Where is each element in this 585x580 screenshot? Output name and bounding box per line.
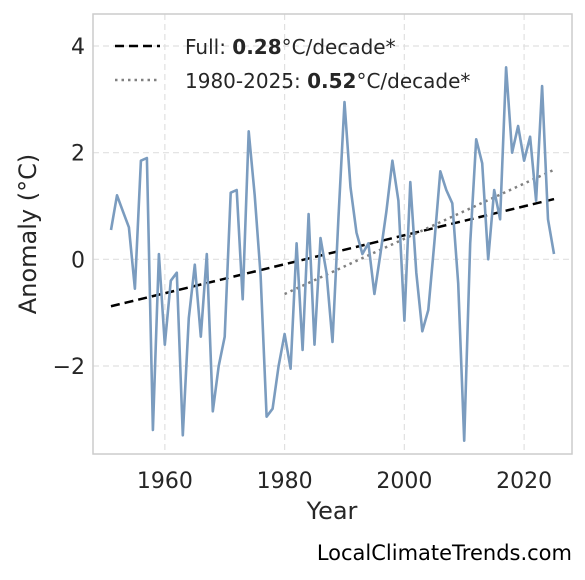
x-axis-label: Year [306,497,358,525]
y-tick-label: 2 [71,142,85,167]
x-tick-label: 1980 [257,469,313,494]
trend-line-recent [284,168,555,296]
legend: Full: 0.28°C/decade* 1980-2025: 0.52°C/d… [115,35,470,93]
legend-label-recent: 1980-2025: 0.52°C/decade* [185,69,470,93]
plot-frame [92,13,573,455]
trend-lines [110,168,555,308]
watermark: LocalClimateTrends.com [317,541,572,565]
y-tick-label: −2 [53,355,85,380]
series-lines [109,66,556,443]
y-tick-labels: −2 0 2 4 [53,35,85,380]
x-tick-label: 1960 [137,469,193,494]
y-tick-label: 0 [71,248,85,273]
x-tick-label: 2000 [376,469,432,494]
y-tick-label: 4 [71,35,85,60]
x-tick-label: 2020 [496,469,552,494]
trend-line-full [110,197,555,308]
anomaly-series-line [109,66,556,443]
y-axis-label: Anomaly (°C) [14,154,42,314]
x-tick-labels: 1960 1980 2000 2020 [137,469,552,494]
legend-label-full: Full: 0.28°C/decade* [185,35,396,59]
